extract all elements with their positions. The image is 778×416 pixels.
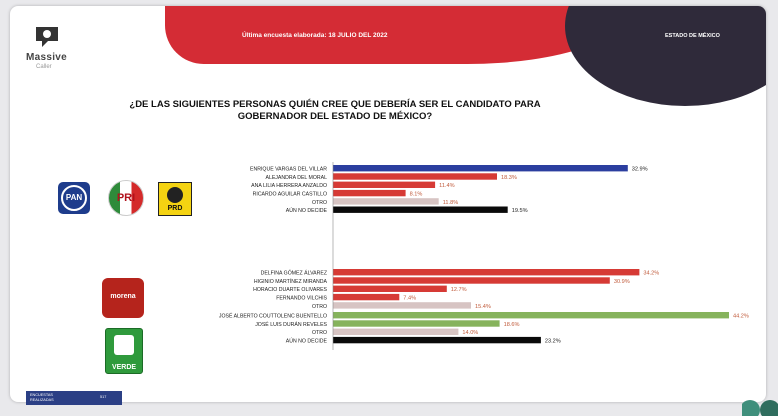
value-label-0-2: 11.4% (439, 183, 454, 189)
corner-decoration-icon (742, 400, 778, 416)
bar-0-3 (333, 189, 406, 197)
value-label-0-4: 11.8% (443, 200, 458, 206)
value-label-1-2: 12.7% (451, 287, 467, 293)
value-label-2-0: 44.2% (733, 314, 749, 320)
pri-logo-text: PRI (116, 192, 136, 204)
bar-label-1-0: DELFINA GÓMEZ ÁLVAREZ (261, 270, 327, 277)
survey-date: Última encuesta elaborada: 18 JULIO DEL … (242, 32, 388, 39)
prd-logo-text: PRD (167, 205, 183, 212)
pan-logo: PAN (58, 182, 90, 214)
bar-label-1-3: FERNANDO VILCHIS (276, 296, 327, 302)
bar-0-4 (333, 198, 439, 205)
bar-1-2 (333, 285, 447, 292)
bar-1-1 (333, 277, 610, 284)
morena-logo-text: morena (110, 293, 136, 300)
verde-logo-text: VERDE (111, 364, 137, 371)
bar-label-1-4: OTRO (312, 304, 327, 310)
bar-1-4 (333, 302, 471, 309)
verde-logo: VERDE (105, 328, 143, 374)
bar-chart: ENRIQUE VARGAS DEL VILLAR 32.9% ALEJANDRA … (219, 162, 749, 350)
bar-label-0-0: ENRIQUE VARGAS DEL VILLAR (250, 167, 327, 173)
bar-0-1 (333, 173, 497, 180)
state-label: ESTADO DE MÉXICO (665, 33, 720, 39)
bar-label-2-1: JOSÉ LUIS DURÁN REVELES (255, 321, 327, 328)
bar-1-0 (333, 269, 640, 276)
bar-label-1-2: HORACIO DUARTE OLIVARES (253, 287, 327, 293)
chart-title: ¿DE LAS SIGUIENTES PERSONAS QUIÉN CREE Q… (129, 99, 541, 122)
value-label-1-4: 15.4% (475, 304, 491, 310)
bar-2-0 (333, 312, 729, 319)
value-label-1-3: 7.4% (403, 296, 416, 302)
poll-card: Massive Caller Última encuesta elaborada… (10, 6, 766, 402)
prd-logo: PRD (158, 182, 192, 216)
footer-line-2: REALIZADAS (30, 398, 54, 402)
morena-logo: morena (102, 278, 144, 318)
massive-logo-icon (36, 27, 58, 47)
bar-0-2 (333, 181, 436, 188)
value-label-2-2: 14.0% (462, 330, 478, 336)
value-label-0-1: 18.3% (501, 175, 517, 181)
header-band (165, 6, 635, 64)
value-label-2-1: 18.6% (504, 322, 520, 328)
bar-label-0-4: OTRO (312, 200, 327, 206)
bar-2-2 (333, 328, 459, 335)
bar-0-5 (333, 206, 508, 213)
value-label-2-3: 23.2% (545, 339, 561, 345)
bar-2-3 (333, 336, 541, 344)
bar-label-0-2: ANA LILIA HERRERA ANZALDO (251, 183, 327, 189)
value-label-0-5: 19.5% (512, 208, 528, 214)
brand-name: Massive (26, 52, 68, 63)
brand-subtitle: Caller (36, 64, 52, 70)
bar-0-0 (333, 165, 628, 172)
bar-label-0-5: AÚN NO DECIDE (286, 207, 328, 214)
bar-2-1 (333, 320, 500, 327)
footer-line-1: ENCUESTAS (30, 393, 53, 397)
value-label-0-3: 8.1% (410, 192, 423, 198)
bar-label-2-2: OTRO (312, 330, 327, 336)
bar-label-1-1: HIGINIO MARTÍNEZ MIRANDA (254, 278, 328, 285)
bar-label-0-1: ALEJANDRA DEL MORAL (266, 175, 328, 181)
value-label-1-1: 30.9% (614, 279, 630, 285)
bar-label-2-3: AÚN NO DECIDE (286, 338, 328, 345)
bar-1-3 (333, 293, 400, 301)
prd-sun-icon (167, 187, 183, 203)
bar-label-2-0: JOSÉ ALBERTO COUTTOLENC BUENTELLO (219, 313, 327, 320)
pan-logo-text: PAN (61, 185, 87, 211)
value-label-0-0: 32.9% (632, 167, 648, 173)
verde-mark-icon (114, 335, 134, 355)
footer-count: 517 (100, 395, 107, 399)
value-label-1-0: 34.2% (643, 271, 659, 277)
footer-box (26, 391, 122, 405)
pri-logo: PRI (108, 180, 144, 216)
bar-label-0-3: RICARDO AGUILAR CASTILLO (253, 192, 327, 198)
